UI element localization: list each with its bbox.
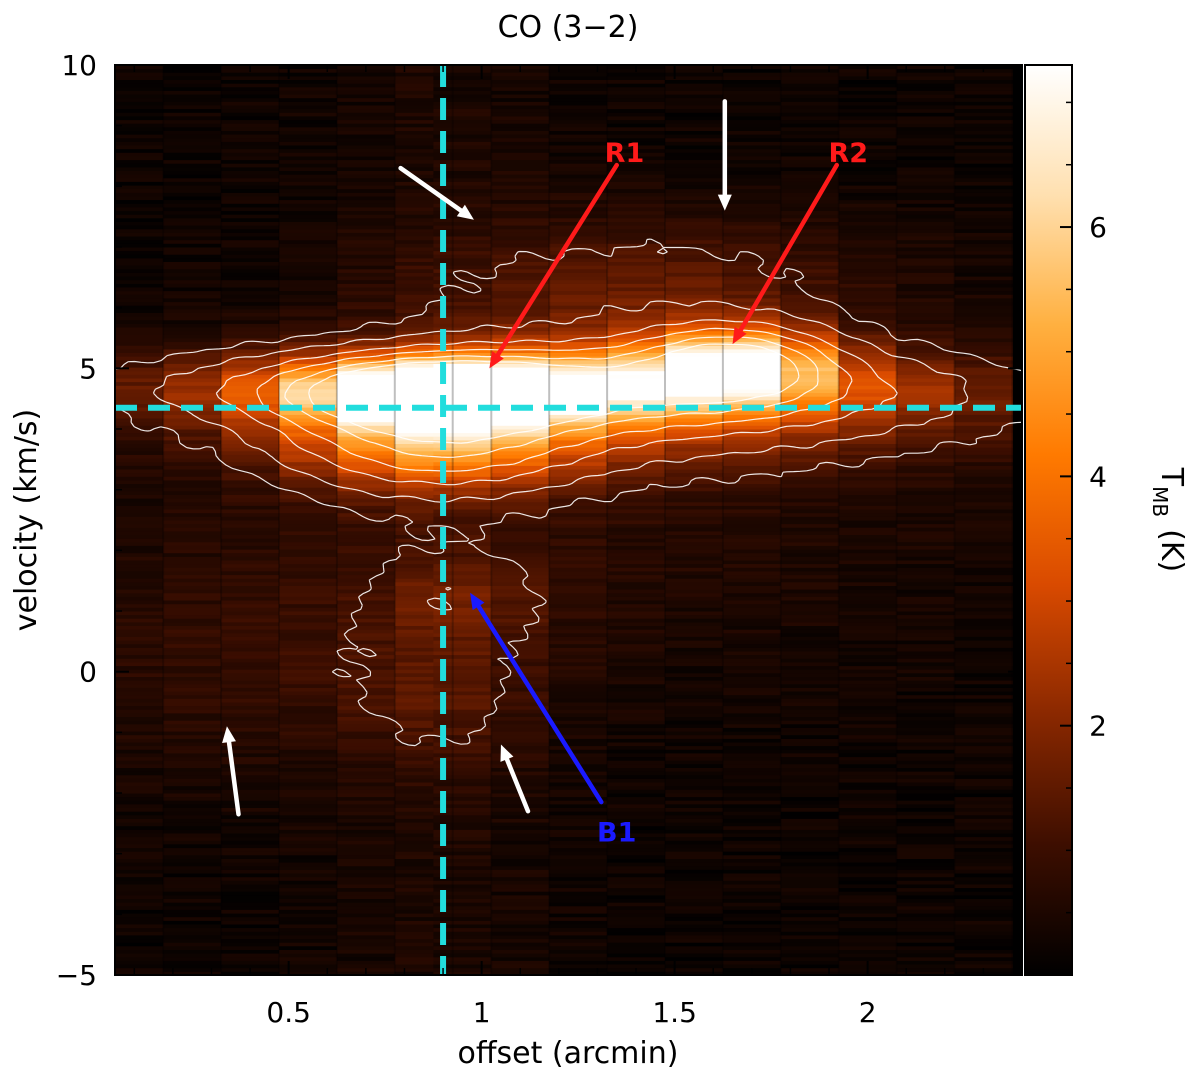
y-tick-label: 5 [79,352,97,385]
plot-area [115,65,1022,975]
contour-lines [115,238,1022,747]
reference-lines [115,65,1022,975]
annotation-label-r1: R1 [605,138,645,169]
heatmap-column [221,65,280,975]
colorbar-label: TMB(K) [1148,467,1189,572]
colorbar-gradient [1024,64,1073,976]
chart-title: CO (3−2) [498,10,639,45]
heatmap-column [780,65,840,975]
annotation-arrow-b1 [470,592,604,805]
x-tick-label: 0.5 [266,996,311,1029]
heatmap-column [336,65,396,975]
y-axis: −5 0 5 10 [56,49,1022,992]
y-axis-label: velocity (km/s) [9,409,44,632]
x-tick-label: 1.5 [652,996,697,1029]
heatmap-column [115,65,164,975]
annotation-arrow-r1 [489,162,619,369]
contour-level [215,319,898,486]
annotation-arrow-r2 [732,162,839,345]
annotation-labels: R1 R2 B1 [597,138,868,848]
annotation-arrows [222,99,839,817]
plot-frame [114,64,1023,976]
heatmap-column [896,65,955,975]
heatmap-column [665,65,724,975]
heatmap-column [954,65,1013,975]
heatmap-column [838,65,898,975]
white-arrow [717,99,732,211]
heatmap-column [722,65,782,975]
contour-level [115,238,1022,747]
y-tick-label: 0 [79,656,97,689]
annotation-label-r2: R2 [829,138,869,169]
y-tick-label: −5 [56,959,97,992]
x-tick-label: 1 [473,996,491,1029]
colorbar-tick-label: 6 [1089,211,1107,244]
colorbar-tick-label: 2 [1089,710,1107,743]
white-arrow [500,744,531,814]
colorbar-tick-label: 4 [1089,460,1107,493]
heatmap-columns [115,65,1013,975]
heatmap-column [491,65,550,975]
colorbar-ticks: 2 4 6 [1060,101,1107,914]
heatmap-column [163,65,222,975]
x-axis: 0.5 1 1.5 2 [133,65,985,1029]
white-arrow [398,165,474,220]
annotation-label-b1: B1 [597,818,636,849]
x-axis-label: offset (arcmin) [458,1036,679,1071]
white-arrow [222,726,241,817]
heatmap-column [433,65,492,975]
heatmap-column [549,65,608,975]
heatmap-column [279,65,338,975]
colorbar: 2 4 6 TMB(K) [1024,64,1189,976]
channel-noise-stripes [162,65,1014,975]
y-tick-label: 10 [61,49,97,82]
heatmap-column [607,65,666,975]
x-tick-label: 2 [859,996,877,1029]
contour-level [284,336,819,458]
